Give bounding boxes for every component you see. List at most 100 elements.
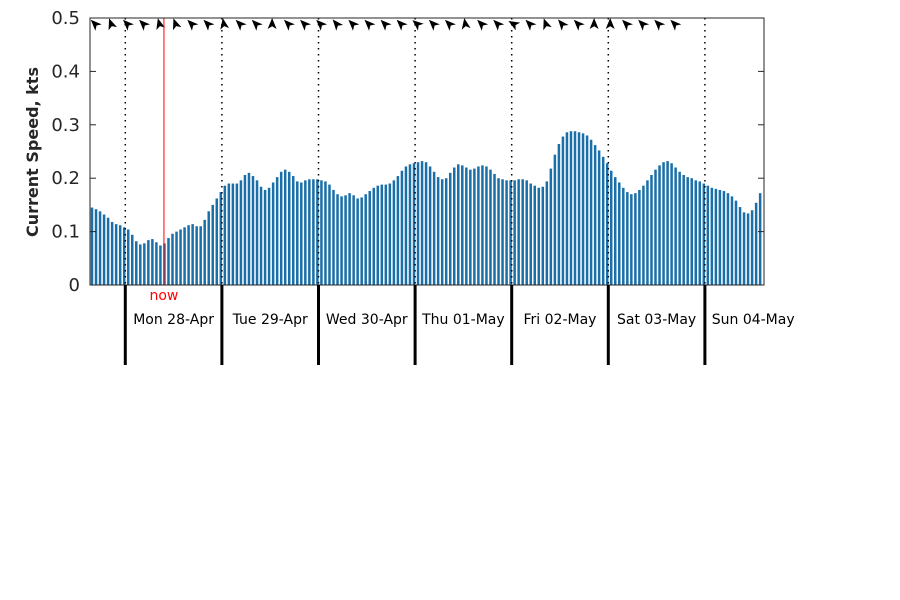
speed-bar — [461, 165, 464, 285]
speed-bar — [521, 179, 524, 285]
speed-bar — [380, 184, 384, 285]
speed-bar — [754, 202, 758, 285]
speed-bar — [231, 183, 235, 285]
speed-bar — [469, 169, 472, 285]
speed-bar — [279, 171, 283, 285]
speed-bar — [151, 239, 154, 285]
direction-arrow-icon — [412, 20, 424, 31]
speed-bar — [577, 132, 581, 285]
speed-bar — [601, 156, 605, 285]
day-label: Mon 28-Apr — [133, 312, 214, 328]
direction-arrow-icon — [605, 18, 615, 29]
direction-arrows-group — [90, 18, 682, 31]
direction-arrow-icon — [525, 19, 537, 31]
speed-bar — [90, 207, 94, 285]
speed-bar — [597, 150, 601, 285]
direction-arrow-icon — [251, 19, 263, 31]
speed-bar — [147, 240, 150, 285]
speed-bar — [163, 243, 166, 285]
speed-bar — [135, 241, 138, 285]
speed-bar — [126, 229, 130, 285]
speed-bar — [477, 166, 480, 285]
speed-bar — [235, 183, 239, 285]
speed-bar — [517, 179, 520, 285]
speed-bar — [352, 195, 355, 285]
speed-bar — [175, 231, 178, 285]
speed-bar — [650, 175, 653, 285]
y-axis-label: Current Speed, kts — [23, 67, 42, 237]
speed-bar — [750, 210, 754, 285]
speed-bar — [275, 177, 279, 285]
speed-bar — [465, 167, 468, 285]
speed-bar — [98, 211, 102, 285]
speed-bar — [283, 169, 287, 285]
speed-bar — [436, 177, 440, 285]
speed-bar — [501, 179, 504, 285]
speed-bar — [344, 195, 347, 285]
speed-bar — [308, 179, 311, 285]
direction-arrow-icon — [670, 19, 682, 31]
speed-bar — [618, 182, 621, 285]
speed-bar — [247, 172, 251, 285]
speed-bar — [106, 217, 110, 285]
direction-arrow-icon — [428, 19, 440, 31]
speed-bar — [666, 161, 669, 285]
speed-bar — [207, 211, 210, 285]
speed-bar — [259, 186, 263, 285]
speed-bar — [187, 225, 190, 285]
speed-bar — [710, 187, 714, 285]
direction-arrow-icon — [348, 19, 360, 31]
direction-arrow-icon — [558, 19, 569, 31]
speed-bar — [183, 227, 186, 285]
speed-bar — [320, 180, 323, 285]
direction-arrow-icon — [283, 19, 295, 31]
speed-bar — [593, 145, 597, 285]
speed-bar — [553, 154, 557, 285]
speed-bar — [372, 187, 375, 285]
direction-arrow-icon — [396, 19, 408, 31]
direction-arrow-icon — [461, 18, 471, 30]
speed-bar — [658, 165, 661, 285]
speed-bar — [292, 176, 295, 285]
speed-bar — [614, 177, 617, 285]
speed-bar — [118, 225, 122, 285]
speed-bar — [340, 196, 343, 285]
speed-bar — [678, 171, 681, 285]
speed-bar — [569, 131, 573, 285]
speed-bar — [404, 166, 408, 285]
speed-bar — [481, 165, 484, 285]
speed-bar — [448, 172, 452, 285]
speed-bar — [682, 175, 685, 285]
day-boundary-dotted-lines — [124, 18, 706, 285]
day-label: Wed 30-Apr — [326, 312, 408, 328]
y-tick-label: 0.4 — [51, 61, 80, 82]
direction-arrow-icon — [156, 18, 166, 30]
speed-bar — [348, 193, 351, 285]
y-tick-label: 0.5 — [51, 8, 80, 29]
direction-arrow-icon — [139, 19, 151, 31]
y-tick-label: 0.2 — [51, 168, 80, 189]
speed-bar — [312, 179, 315, 285]
speed-bar — [368, 191, 371, 285]
speed-bar — [420, 161, 424, 285]
speed-bar — [227, 183, 231, 285]
speed-bar — [742, 212, 746, 285]
speed-bar — [440, 179, 444, 285]
speed-bar — [585, 135, 589, 285]
speed-bar — [497, 178, 500, 285]
speed-bar — [388, 183, 392, 285]
speed-bar — [634, 193, 637, 285]
now-label: now — [149, 288, 178, 304]
speed-bar — [722, 191, 726, 285]
speed-bar — [328, 184, 331, 285]
speed-bar — [251, 176, 255, 285]
speed-bar — [300, 182, 303, 285]
y-axis-ticks: 0 0.1 0.2 0.3 0.4 0.5 — [51, 8, 764, 296]
speed-bar — [428, 166, 432, 285]
direction-arrow-icon — [622, 19, 634, 31]
speed-bar — [412, 163, 416, 285]
direction-arrow-icon — [477, 19, 489, 31]
speed-bar — [203, 219, 206, 285]
speed-bar — [694, 180, 697, 285]
day-label: Fri 02-May — [524, 312, 597, 328]
